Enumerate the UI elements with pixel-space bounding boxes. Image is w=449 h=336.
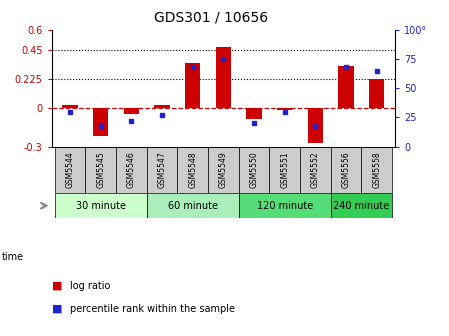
Bar: [300, 146, 331, 193]
Text: GSM5551: GSM5551: [280, 152, 289, 188]
Bar: [147, 193, 239, 218]
Text: 60 minute: 60 minute: [168, 201, 218, 211]
Text: ■: ■: [52, 281, 62, 291]
Bar: [331, 193, 392, 218]
Bar: [208, 146, 239, 193]
Bar: [369, 79, 384, 108]
Text: time: time: [2, 252, 24, 262]
Bar: [55, 193, 147, 218]
Bar: [85, 146, 116, 193]
Bar: [216, 47, 231, 108]
Text: GDS301 / 10656: GDS301 / 10656: [154, 10, 268, 24]
Bar: [147, 146, 177, 193]
Bar: [269, 146, 300, 193]
Bar: [62, 105, 78, 108]
Text: 120 minute: 120 minute: [256, 201, 313, 211]
Text: GSM5545: GSM5545: [96, 152, 105, 188]
Text: ■: ■: [52, 304, 62, 314]
Text: 240 minute: 240 minute: [333, 201, 390, 211]
Bar: [185, 62, 200, 108]
Bar: [239, 193, 331, 218]
Text: GSM5548: GSM5548: [188, 152, 197, 188]
Text: 30 minute: 30 minute: [76, 201, 126, 211]
Text: GSM5550: GSM5550: [250, 152, 259, 188]
Text: GSM5552: GSM5552: [311, 152, 320, 188]
Bar: [93, 108, 108, 136]
Text: GSM5544: GSM5544: [66, 152, 75, 188]
Bar: [308, 108, 323, 143]
Bar: [154, 105, 170, 108]
Bar: [361, 146, 392, 193]
Text: GSM5549: GSM5549: [219, 152, 228, 188]
Bar: [277, 108, 292, 110]
Text: log ratio: log ratio: [70, 281, 110, 291]
Bar: [239, 146, 269, 193]
Text: GSM5547: GSM5547: [158, 152, 167, 188]
Bar: [331, 146, 361, 193]
Bar: [55, 146, 85, 193]
Text: GSM5556: GSM5556: [342, 152, 351, 188]
Text: percentile rank within the sample: percentile rank within the sample: [70, 304, 234, 314]
Text: GSM5558: GSM5558: [372, 152, 381, 188]
Text: GSM5546: GSM5546: [127, 152, 136, 188]
Bar: [339, 67, 354, 108]
Bar: [247, 108, 262, 119]
Bar: [177, 146, 208, 193]
Bar: [124, 108, 139, 114]
Bar: [116, 146, 147, 193]
